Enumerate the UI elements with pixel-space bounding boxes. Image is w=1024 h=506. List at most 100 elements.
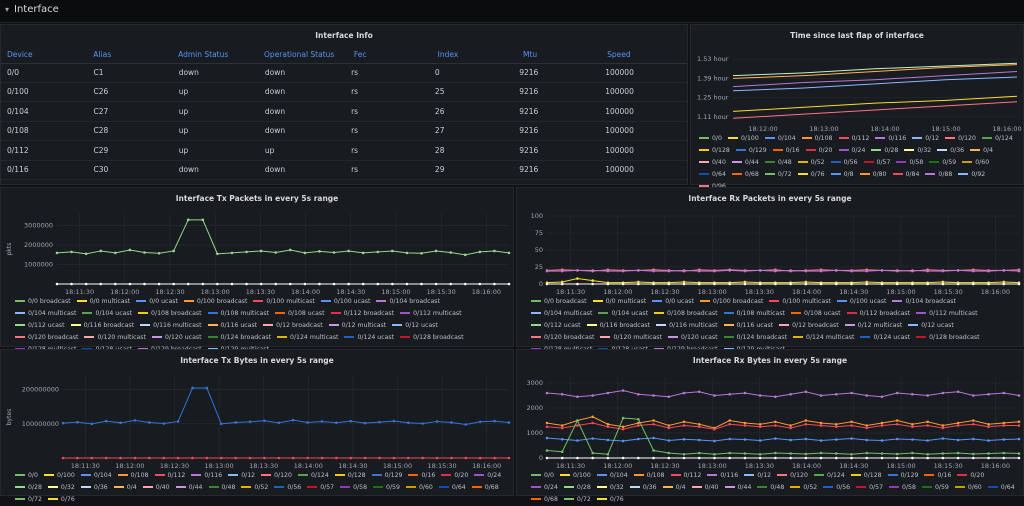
- legend-item[interactable]: 0/40: [691, 482, 719, 494]
- legend-item[interactable]: 0/57: [863, 157, 890, 169]
- legend-item[interactable]: 0/36: [80, 482, 108, 494]
- legend-item[interactable]: 0/129: [887, 470, 918, 482]
- legend-item[interactable]: 0/0 multicast: [592, 296, 646, 308]
- legend-item[interactable]: 0/128 broadcast: [400, 332, 464, 344]
- legend-item[interactable]: 0/56: [830, 157, 858, 169]
- legend-item[interactable]: 0/108 multicast: [723, 308, 785, 320]
- legend-item[interactable]: 0/12: [228, 470, 255, 482]
- legend-item[interactable]: 0/84: [892, 169, 919, 181]
- legend-item[interactable]: 0/108 broadcast: [654, 308, 718, 320]
- legend-item[interactable]: 0/28: [15, 482, 42, 494]
- column-header[interactable]: Alias: [87, 45, 173, 64]
- legend-item[interactable]: 0/112 broadcast: [846, 308, 910, 320]
- legend-item[interactable]: 0/120 multicast: [600, 332, 662, 344]
- legend-item[interactable]: 0/24: [838, 145, 865, 157]
- legend-item[interactable]: 0/59: [373, 482, 400, 494]
- legend-item[interactable]: 0/104: [764, 133, 796, 145]
- legend-item[interactable]: 0/120: [945, 133, 976, 145]
- legend-item[interactable]: 0/104 multicast: [15, 308, 76, 320]
- column-header[interactable]: Fec: [347, 45, 432, 64]
- legend-item[interactable]: 0/52: [241, 482, 268, 494]
- legend-item[interactable]: 0/58: [889, 482, 916, 494]
- legend-item[interactable]: 0/4: [113, 482, 137, 494]
- legend-item[interactable]: 0/112 ucast: [531, 320, 581, 332]
- legend-item[interactable]: 0/16: [772, 145, 800, 157]
- legend-item[interactable]: 0/48: [757, 482, 784, 494]
- legend-item[interactable]: 0/88: [925, 169, 952, 181]
- legend-item[interactable]: 0/52: [790, 482, 817, 494]
- column-header[interactable]: Admin Status: [172, 45, 259, 64]
- legend-item[interactable]: 0/56: [823, 482, 850, 494]
- legend-item[interactable]: 0/124 broadcast: [723, 332, 787, 344]
- legend-item[interactable]: 0/116 broadcast: [586, 320, 650, 332]
- legend-item[interactable]: 0/12 ucast: [392, 320, 438, 332]
- legend-item[interactable]: 0/12 multicast: [328, 320, 386, 332]
- legend-item[interactable]: 0/100: [559, 470, 591, 482]
- legend-item[interactable]: 0/80: [859, 169, 887, 181]
- column-header[interactable]: Speed: [601, 45, 687, 64]
- legend-item[interactable]: 0/112: [154, 470, 185, 482]
- legend-item[interactable]: 0/108: [801, 133, 833, 145]
- legend-item[interactable]: 0/0 broadcast: [531, 296, 587, 308]
- legend-item[interactable]: 0/44: [724, 482, 751, 494]
- legend-item[interactable]: 0/36: [937, 145, 964, 157]
- legend-item[interactable]: 0/128: [850, 470, 882, 482]
- legend-item[interactable]: 0/16: [408, 470, 435, 482]
- legend-item[interactable]: 0/108 ucast: [791, 308, 841, 320]
- legend-item[interactable]: 0/124 multicast: [277, 332, 338, 344]
- legend-item[interactable]: 0/72: [764, 169, 792, 181]
- legend-item[interactable]: 0/112 multicast: [916, 308, 978, 320]
- legend-item[interactable]: 0/124 ucast: [344, 332, 394, 344]
- legend-item[interactable]: 0/60: [405, 482, 433, 494]
- legend-item[interactable]: 0/108: [633, 470, 665, 482]
- legend-item[interactable]: 0/112 ucast: [15, 320, 65, 332]
- legend-item[interactable]: 0/57: [307, 482, 334, 494]
- legend-item[interactable]: 0/12 broadcast: [263, 320, 323, 332]
- column-header[interactable]: Index: [431, 45, 517, 64]
- legend-item[interactable]: 0/100 multicast: [769, 296, 831, 308]
- legend-item[interactable]: 0/100 multicast: [253, 296, 315, 308]
- legend-item[interactable]: 0/24: [474, 470, 501, 482]
- legend-item[interactable]: 0/104 multicast: [531, 308, 592, 320]
- legend-item[interactable]: 0/0: [699, 133, 722, 145]
- row-header-interface[interactable]: ▾ Interface: [0, 0, 1024, 23]
- legend-item[interactable]: 0/40: [142, 482, 170, 494]
- chevron-down-icon[interactable]: ▾: [5, 5, 10, 14]
- legend-item[interactable]: 0/0: [531, 470, 554, 482]
- legend-item[interactable]: 0/64: [987, 482, 1015, 494]
- legend-item[interactable]: 0/104: [80, 470, 112, 482]
- legend-item[interactable]: 0/48: [764, 157, 792, 169]
- legend-item[interactable]: 0/128: [334, 470, 366, 482]
- legend-item[interactable]: 0/68: [731, 169, 759, 181]
- legend-item[interactable]: 0/116 broadcast: [70, 320, 134, 332]
- legend-item[interactable]: 0/68: [471, 482, 499, 494]
- legend-item[interactable]: 0/12 ucast: [908, 320, 954, 332]
- legend-item[interactable]: 0/96: [699, 181, 726, 193]
- legend-item[interactable]: 0/116 ucast: [207, 320, 257, 332]
- legend-item[interactable]: 0/58: [340, 482, 367, 494]
- legend-item[interactable]: 0/124 multicast: [793, 332, 854, 344]
- legend-item[interactable]: 0/104 ucast: [82, 308, 132, 320]
- legend-item[interactable]: 0/100 ucast: [836, 296, 886, 308]
- legend-item[interactable]: 0/120 ucast: [667, 332, 718, 344]
- legend-item[interactable]: 0/112 multicast: [400, 308, 462, 320]
- legend-item[interactable]: 0/100 ucast: [320, 296, 370, 308]
- legend-item[interactable]: 0/52: [797, 157, 825, 169]
- legend-item[interactable]: 0/124 ucast: [860, 332, 910, 344]
- legend-item[interactable]: 0/0 broadcast: [15, 296, 71, 308]
- legend-item[interactable]: 0/28: [871, 145, 898, 157]
- legend-item[interactable]: 0/120: [261, 470, 292, 482]
- legend-item[interactable]: 0/120 ucast: [151, 332, 202, 344]
- column-header[interactable]: Device: [1, 45, 88, 64]
- legend-item[interactable]: 0/48: [208, 482, 235, 494]
- legend-item[interactable]: 0/104 broadcast: [376, 296, 440, 308]
- legend-item[interactable]: 0/12: [912, 133, 939, 145]
- legend-item[interactable]: 0/120 multicast: [84, 332, 146, 344]
- legend-item[interactable]: 0/76: [797, 169, 825, 181]
- legend-item[interactable]: 0/24: [531, 482, 558, 494]
- legend-item[interactable]: 0/128 broadcast: [916, 332, 980, 344]
- legend-item[interactable]: 0/92: [958, 169, 985, 181]
- legend-item[interactable]: 0/4: [970, 145, 993, 157]
- legend-item[interactable]: 0/59: [929, 157, 956, 169]
- legend-item[interactable]: 0/120 broadcast: [531, 332, 594, 344]
